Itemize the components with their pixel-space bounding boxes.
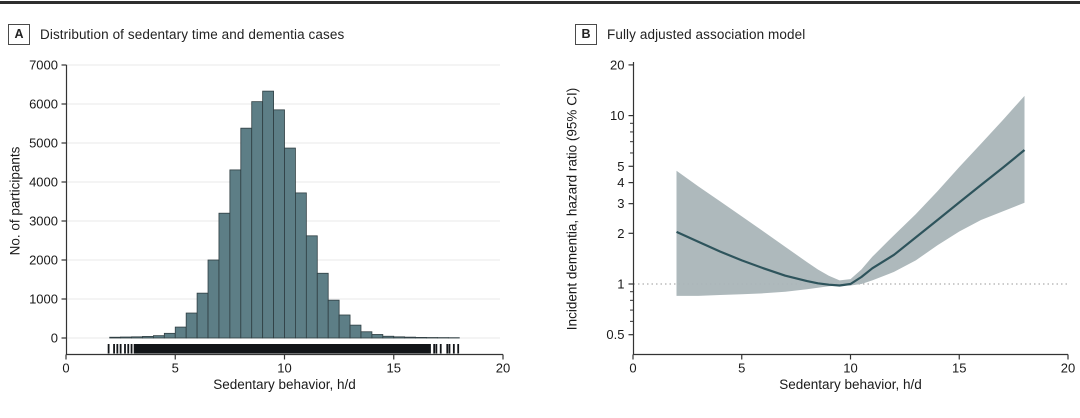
panel-a-x-axis-title: Sedentary behavior, h/d xyxy=(213,377,356,392)
panel-a-letter: A xyxy=(8,24,30,45)
panel-a-axes: 0 1000 2000 3000 4000 5000 6000 7000 0 5 10 15 20 xyxy=(29,58,510,376)
svg-text:0.5: 0.5 xyxy=(606,327,624,342)
svg-text:20: 20 xyxy=(496,361,510,376)
svg-text:4: 4 xyxy=(617,175,624,190)
top-rule xyxy=(0,1,1080,4)
panel-b-header: B Fully adjusted association model xyxy=(575,24,805,45)
panel-b-title: Fully adjusted association model xyxy=(607,27,806,42)
histogram-bars xyxy=(109,90,460,339)
svg-text:7000: 7000 xyxy=(29,58,58,73)
panel-a-title: Distribution of sedentary time and demen… xyxy=(40,27,345,42)
panel-a-y-axis-title: No. of participants xyxy=(7,146,23,256)
panel-a-plot: 0 1000 2000 3000 4000 5000 6000 7000 0 5 10 15 20 xyxy=(29,58,510,376)
svg-text:5: 5 xyxy=(738,361,745,376)
svg-text:5: 5 xyxy=(617,159,624,174)
svg-text:1: 1 xyxy=(617,277,624,292)
svg-text:6000: 6000 xyxy=(29,97,58,112)
panel-b-letter: B xyxy=(575,24,597,45)
panel-b-y-axis-title: Incident dementia, hazard ratio (95% CI) xyxy=(564,87,580,331)
hazard-ratio-curve xyxy=(676,149,1026,287)
rug-plot xyxy=(107,344,460,354)
svg-text:0: 0 xyxy=(62,361,69,376)
panel-a-header: A Distribution of sedentary time and dem… xyxy=(8,24,344,45)
svg-text:15: 15 xyxy=(387,361,401,376)
svg-text:2: 2 xyxy=(617,226,624,241)
svg-text:4000: 4000 xyxy=(29,175,58,190)
svg-text:10: 10 xyxy=(610,108,624,123)
svg-text:0: 0 xyxy=(51,331,58,346)
svg-text:15: 15 xyxy=(952,361,966,376)
svg-text:5000: 5000 xyxy=(29,136,58,151)
svg-text:0: 0 xyxy=(629,361,636,376)
svg-text:20: 20 xyxy=(1061,361,1075,376)
panel-b-x-axis-title: Sedentary behavior, h/d xyxy=(779,377,922,392)
svg-text:10: 10 xyxy=(843,361,857,376)
svg-text:3: 3 xyxy=(617,196,624,211)
svg-text:10: 10 xyxy=(277,361,291,376)
svg-text:5: 5 xyxy=(172,361,179,376)
svg-text:2000: 2000 xyxy=(29,253,58,268)
ci-band xyxy=(676,95,1025,296)
svg-text:1000: 1000 xyxy=(29,292,58,307)
svg-text:20: 20 xyxy=(610,57,624,72)
svg-text:3000: 3000 xyxy=(29,214,58,229)
